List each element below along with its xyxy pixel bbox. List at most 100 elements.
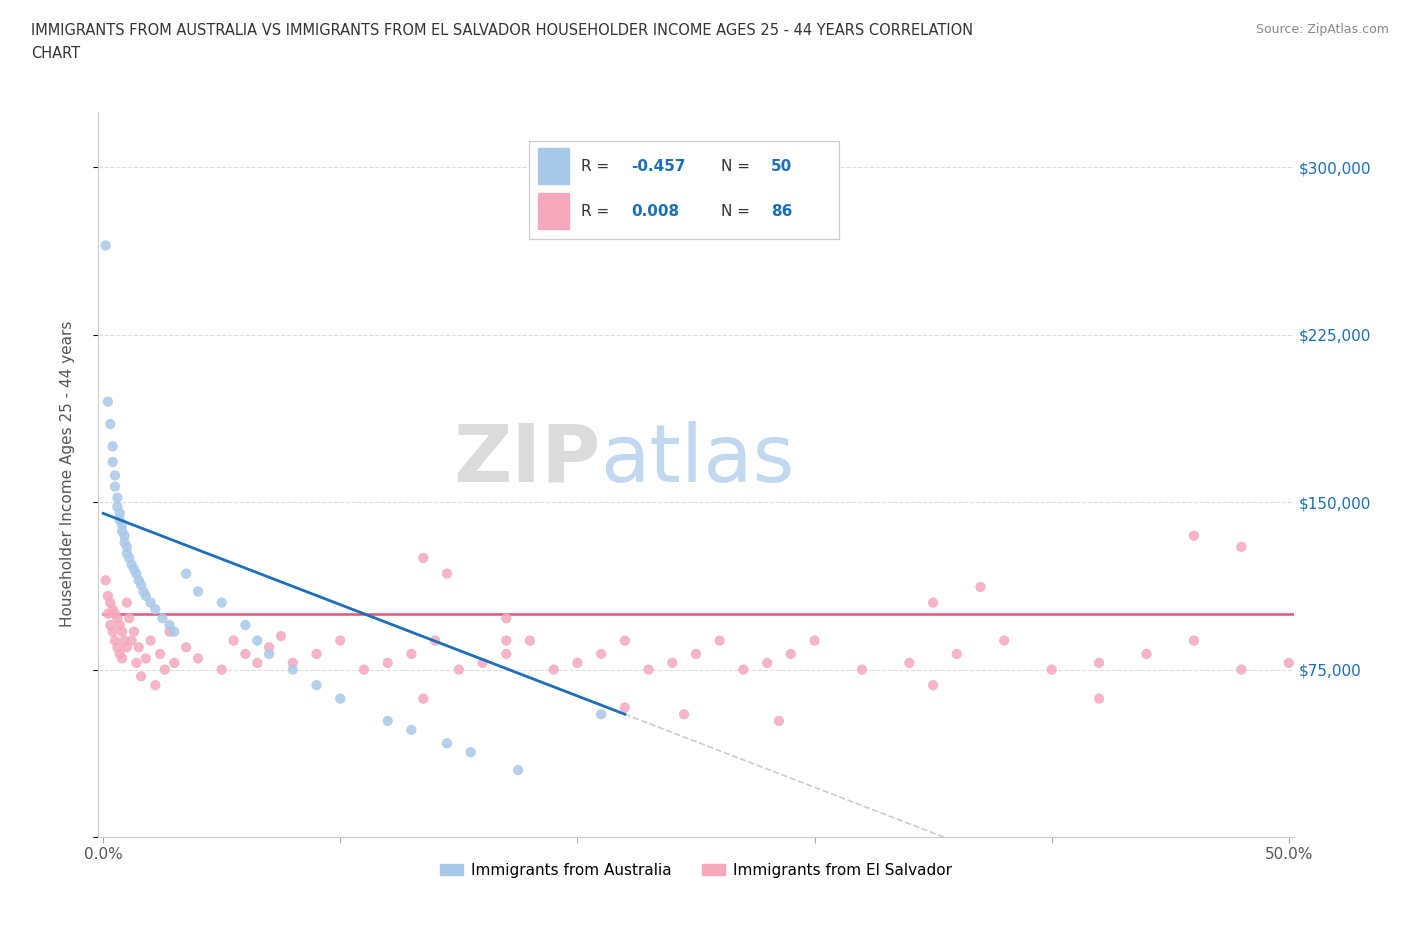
Point [132,584,155,599]
Point [129,578,152,592]
Point [922,595,945,610]
Point [111,517,134,532]
Point [104,479,127,494]
Point [329,633,352,648]
Point [108,512,131,527]
Point [591,646,613,661]
Point [281,662,304,677]
Point [567,656,589,671]
Point [412,691,434,706]
Point [329,691,352,706]
Point [108,506,131,521]
Point [114,633,136,648]
Legend: Immigrants from Australia, Immigrants from El Salvador: Immigrants from Australia, Immigrants fr… [434,857,957,884]
Point [101,439,124,454]
Point [661,656,683,671]
Point [969,579,991,594]
Point [353,662,375,677]
Point [111,524,134,538]
Point [187,584,209,599]
Point [281,656,304,671]
Point [98,618,121,632]
Point [98,595,121,610]
Point [139,595,162,610]
Point [108,618,131,632]
Point [211,595,233,610]
Point [1230,539,1253,554]
Point [128,640,150,655]
Point [101,455,124,470]
Point [305,646,328,661]
Point [104,606,127,621]
Point [98,417,121,432]
Point [115,595,138,610]
Point [105,490,128,505]
Point [135,589,157,604]
Point [543,662,565,677]
Point [125,566,148,581]
Point [508,763,530,777]
Point [129,669,152,684]
Point [377,713,399,728]
Point [104,468,127,483]
Point [993,633,1015,648]
Point [447,662,470,677]
Point [1135,646,1157,661]
Point [1182,633,1205,648]
Point [118,611,141,626]
Point [122,562,145,577]
Point [460,745,482,760]
Point [423,633,446,648]
Point [1040,662,1063,677]
Point [1278,656,1301,671]
Point [412,551,434,565]
Point [159,624,181,639]
Text: CHART: CHART [31,46,80,61]
Point [118,551,141,565]
Point [97,394,120,409]
Point [898,656,921,671]
Point [756,656,779,671]
Point [121,633,143,648]
Point [257,640,280,655]
Point [121,557,143,572]
Point [401,646,423,661]
Point [97,606,120,621]
Point [211,662,233,677]
Point [125,656,148,671]
Point [128,573,150,588]
Point [115,539,138,554]
Point [613,700,636,715]
Point [495,611,517,626]
Point [946,646,969,661]
Point [436,566,458,581]
Point [495,633,517,648]
Point [153,662,176,677]
Point [108,646,131,661]
Text: atlas: atlas [600,420,794,498]
Point [114,535,136,550]
Point [111,651,134,666]
Point [174,566,197,581]
Point [377,656,399,671]
Point [401,723,423,737]
Text: ZIP: ZIP [453,420,600,498]
Point [94,573,117,588]
Point [1182,528,1205,543]
Point [187,651,209,666]
Point [779,646,801,661]
Point [163,624,186,639]
Point [135,651,157,666]
Point [685,646,707,661]
Point [105,611,128,626]
Point [270,629,292,644]
Point [139,633,162,648]
Point [97,589,120,604]
Point [803,633,825,648]
Point [122,624,145,639]
Point [246,656,269,671]
Point [591,707,613,722]
Point [471,656,494,671]
Point [495,646,517,661]
Point [101,602,124,617]
